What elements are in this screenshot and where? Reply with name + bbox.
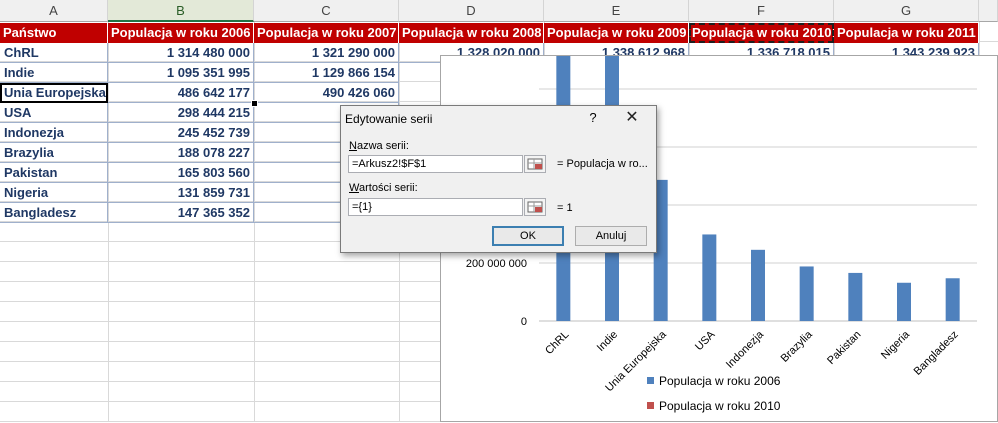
x-tick-label: Brazylia: [779, 328, 816, 365]
legend-label: Populacja w roku 2006: [659, 374, 781, 388]
cancel-button[interactable]: Anuluj: [575, 226, 647, 246]
header-cell-2011[interactable]: Populacja w roku 2011: [834, 23, 979, 43]
column-header-e[interactable]: E: [544, 0, 689, 22]
country-cell[interactable]: ChRL: [0, 43, 108, 63]
value-cell[interactable]: 188 078 227: [108, 143, 254, 163]
country-cell[interactable]: Nigeria: [0, 183, 108, 203]
series-name-preview: = Populacja w ro...: [557, 158, 648, 170]
legend-label: Populacja w roku 2010: [659, 399, 781, 413]
legend-swatch: [647, 377, 654, 384]
series-name-label-text: azwa serii:: [356, 140, 409, 152]
y-tick-label: 200 000 000: [466, 258, 527, 270]
header-cell-2010[interactable]: Populacja w roku 2010: [689, 23, 834, 43]
bar: [653, 179, 668, 321]
country-cell[interactable]: Pakistan: [0, 163, 108, 183]
column-header-d[interactable]: D: [399, 0, 544, 22]
header-cell-2006[interactable]: Populacja w roku 2006: [108, 23, 254, 43]
value-cell[interactable]: 147 365 352: [108, 203, 254, 223]
x-tick-label: Bangladesz: [912, 329, 961, 378]
bar: [848, 272, 863, 321]
series-name-label: Nazwa serii:: [349, 140, 409, 152]
fill-handle[interactable]: [251, 100, 258, 107]
column-header-a[interactable]: A: [0, 0, 108, 22]
column-header-g[interactable]: G: [834, 0, 979, 22]
ok-button[interactable]: OK: [492, 226, 564, 246]
value-cell[interactable]: 298 444 215: [108, 103, 254, 123]
series-values-range-button[interactable]: [524, 198, 546, 216]
series-values-preview: = 1: [557, 202, 573, 214]
range-select-icon: [527, 158, 543, 170]
x-tick-label: USA: [693, 328, 718, 353]
country-cell[interactable]: Bangladesz: [0, 203, 108, 223]
value-cell[interactable]: 1 095 351 995: [108, 63, 254, 83]
series-name-range-button[interactable]: [524, 155, 546, 173]
value-cell[interactable]: 245 452 739: [108, 123, 254, 143]
value-cell[interactable]: 165 803 560: [108, 163, 254, 183]
bar: [751, 249, 765, 321]
edit-series-dialog: Edytowanie serii ? ✕ Nazwa serii: =Arkus…: [340, 105, 657, 253]
header-cell-2009[interactable]: Populacja w roku 2009: [544, 23, 689, 43]
bar: [799, 266, 814, 321]
value-cell[interactable]: 486 642 177: [108, 83, 254, 103]
value-cell[interactable]: 131 859 731: [108, 183, 254, 203]
column-header-c[interactable]: C: [254, 0, 399, 22]
country-cell[interactable]: Indonezja: [0, 123, 108, 143]
column-header-f[interactable]: F: [689, 0, 834, 22]
x-tick-label: ChRL: [543, 329, 571, 357]
header-cell-2008[interactable]: Populacja w roku 2008: [399, 23, 544, 43]
series-name-label-accel: N: [349, 140, 357, 152]
dialog-title: Edytowanie serii: [345, 112, 433, 126]
help-icon[interactable]: ?: [589, 110, 597, 125]
bar: [945, 278, 960, 321]
country-cell[interactable]: Indie: [0, 63, 108, 83]
value-cell[interactable]: 1 129 866 154: [254, 63, 399, 83]
x-tick-label: Indonezja: [724, 328, 767, 371]
series-name-input[interactable]: =Arkusz2!$F$1: [348, 155, 523, 173]
active-cell[interactable]: Unia Europejska: [0, 83, 108, 103]
country-cell[interactable]: Brazylia: [0, 143, 108, 163]
bar: [897, 282, 911, 321]
x-tick-label: Nigeria: [879, 328, 913, 362]
series-values-label-accel: W: [349, 182, 359, 194]
series-values-label: Wartości serii:: [349, 182, 418, 194]
header-cell-country[interactable]: Państwo: [0, 23, 108, 43]
x-tick-label: Indie: [595, 329, 620, 354]
close-icon[interactable]: ✕: [625, 109, 639, 126]
range-select-icon: [527, 201, 543, 213]
column-header-b[interactable]: B: [108, 0, 254, 22]
country-cell[interactable]: USA: [0, 103, 108, 123]
legend-swatch: [647, 402, 654, 409]
column-header-h[interactable]: [979, 0, 998, 22]
x-tick-label: Pakistan: [825, 329, 863, 367]
series-values-label-text: artości serii:: [358, 182, 418, 194]
header-cell-2007[interactable]: Populacja w roku 2007: [254, 23, 399, 43]
value-cell[interactable]: 1 321 290 000: [254, 43, 399, 63]
bar: [702, 234, 717, 321]
series-values-input[interactable]: ={1}: [348, 198, 523, 216]
y-tick-label: 0: [521, 316, 527, 328]
value-cell[interactable]: 1 314 480 000: [108, 43, 254, 63]
value-cell[interactable]: 490 426 060: [254, 83, 399, 103]
